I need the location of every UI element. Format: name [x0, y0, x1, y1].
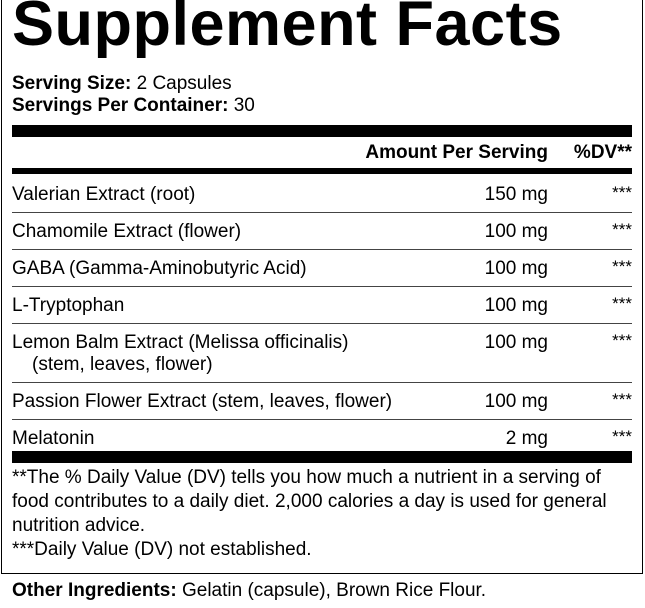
ingredient-amount: 100 mg	[484, 295, 548, 316]
ingredient-list: Valerian Extract (root) 150 mg *** Chamomil…	[12, 176, 632, 456]
footnote-not-established: ***Daily Value (DV) not established.	[12, 539, 312, 560]
ingredient-name: Passion Flower Extract (stem, leaves, fl…	[12, 391, 393, 412]
other-ingredients-value: Gelatin (capsule), Brown Rice Flour.	[181, 580, 487, 601]
ingredient-name: L-Tryptophan	[12, 295, 125, 316]
ingredient-amount: 100 mg	[484, 391, 548, 412]
footnote-dv: **The % Daily Value (DV) tells you how m…	[12, 467, 607, 536]
ingredient-row: GABA (Gamma-Aminobutyric Acid) 100 mg ***	[12, 250, 632, 287]
serving-size: Serving Size: 2 Capsules	[12, 73, 232, 95]
ingredient-amount: 100 mg	[484, 221, 548, 242]
other-ingredients-label: Other Ingredients:	[12, 580, 177, 601]
ingredient-row: Passion Flower Extract (stem, leaves, fl…	[12, 383, 632, 420]
serving-size-value: 2 Capsules	[136, 73, 232, 94]
ingredient-row: Lemon Balm Extract (Melissa officinalis)…	[12, 324, 632, 383]
servings-per-container-value: 30	[233, 95, 255, 116]
servings-per-container: Servings Per Container: 30	[12, 95, 255, 117]
servings-per-container-label: Servings Per Container:	[12, 95, 229, 116]
panel-title: Supplement Facts	[12, 0, 563, 59]
supplement-facts-panel	[1, 0, 643, 574]
other-ingredients: Other Ingredients: Gelatin (capsule), Br…	[12, 580, 486, 602]
ingredient-dv: ***	[612, 220, 632, 239]
ingredient-name: Chamomile Extract (flower)	[12, 221, 242, 242]
ingredient-name: Melatonin	[12, 428, 95, 449]
footnotes: **The % Daily Value (DV) tells you how m…	[12, 466, 632, 562]
column-header: Amount Per Serving %DV**	[12, 142, 632, 166]
amount-header: Amount Per Serving	[365, 142, 548, 163]
ingredient-amount: 150 mg	[484, 184, 548, 205]
ingredient-amount: 100 mg	[484, 332, 548, 353]
ingredient-amount: 2 mg	[505, 428, 548, 449]
ingredient-dv: ***	[612, 390, 632, 409]
ingredient-row: Valerian Extract (root) 150 mg ***	[12, 176, 632, 213]
ingredient-dv: ***	[612, 427, 632, 446]
ingredient-row: Chamomile Extract (flower) 100 mg ***	[12, 213, 632, 250]
thick-divider	[12, 451, 632, 463]
ingredient-amount: 100 mg	[484, 258, 548, 279]
ingredient-name: GABA (Gamma-Aminobutyric Acid)	[12, 258, 307, 279]
medium-divider	[12, 168, 632, 174]
dv-header: %DV**	[573, 142, 632, 163]
thick-divider	[12, 125, 632, 137]
ingredient-row: Melatonin 2 mg ***	[12, 420, 632, 456]
ingredient-name: Valerian Extract (root)	[12, 184, 196, 205]
ingredient-parts: (stem, leaves, flower)	[32, 354, 213, 375]
ingredient-name: Lemon Balm Extract (Melissa officinalis)	[12, 332, 349, 353]
ingredient-dv: ***	[612, 294, 632, 313]
serving-size-label: Serving Size:	[12, 73, 132, 94]
ingredient-row: L-Tryptophan 100 mg ***	[12, 287, 632, 324]
ingredient-dv: ***	[612, 257, 632, 276]
ingredient-dv: ***	[612, 183, 632, 202]
ingredient-dv: ***	[612, 331, 632, 350]
